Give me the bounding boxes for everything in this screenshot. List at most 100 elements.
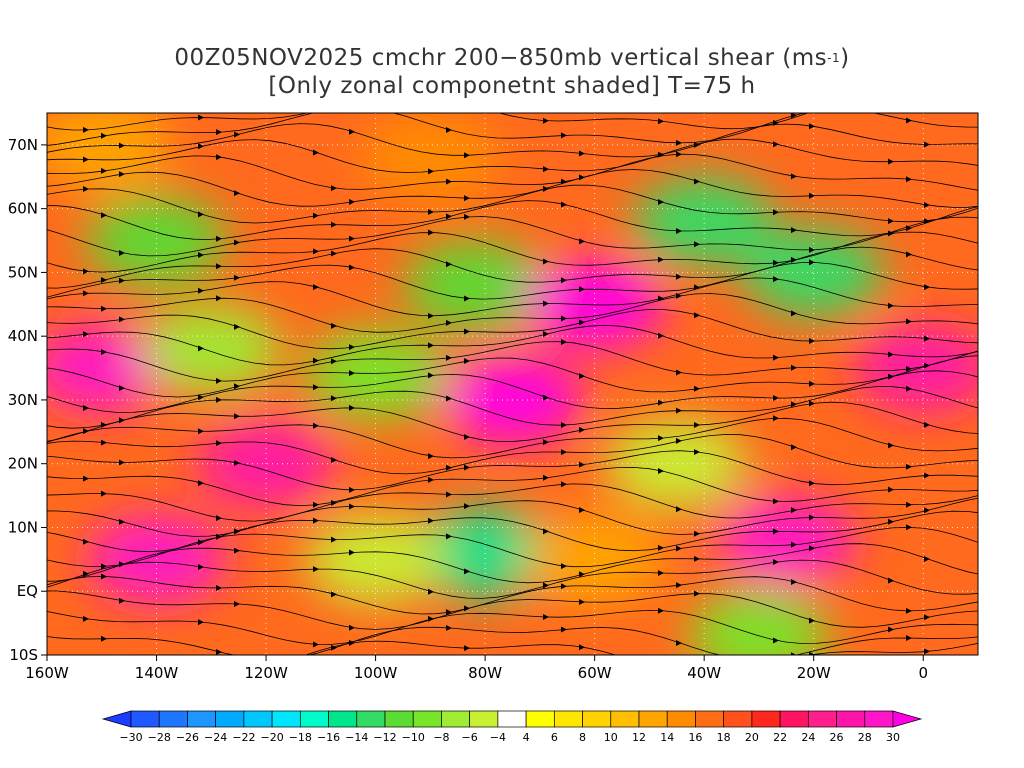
streamline-arrow	[658, 295, 664, 302]
streamline-arrow	[198, 394, 204, 401]
streamline-arrow	[83, 156, 89, 163]
streamline-arrow	[888, 351, 894, 358]
colorbar-label: 14	[660, 731, 674, 744]
streamline-arrow	[676, 640, 682, 647]
streamline-arrow	[561, 277, 567, 284]
streamline-arrow	[906, 501, 912, 508]
streamline-arrow	[101, 439, 107, 446]
streamline-arrow	[101, 167, 107, 174]
streamline-arrow	[101, 490, 107, 497]
colorbar-cell	[243, 710, 273, 728]
streamline-arrow	[676, 139, 682, 146]
streamline-arrow	[924, 141, 930, 148]
streamline-arrow	[579, 319, 585, 326]
colorbar-cell	[441, 710, 471, 728]
colorbar-cell	[356, 710, 386, 728]
streamline-arrow	[198, 143, 204, 150]
streamline-arrow	[83, 290, 89, 297]
streamline-arrow	[349, 503, 355, 510]
colorbar-label: −24	[204, 731, 227, 744]
streamline-arrow	[313, 422, 319, 429]
streamline-arrow	[446, 178, 452, 185]
streamline-arrow	[83, 538, 89, 545]
streamline-arrow	[198, 539, 204, 546]
streamline-arrow	[349, 624, 355, 631]
field-region	[716, 495, 857, 586]
colorbar-cell	[384, 710, 414, 728]
streamline-arrow	[198, 619, 204, 626]
colorbar-label: 24	[801, 731, 815, 744]
streamline-arrow	[579, 507, 585, 514]
streamline	[47, 246, 978, 289]
streamline-arrow	[428, 453, 434, 460]
lon-tick-label: 20W	[797, 664, 831, 682]
streamline-arrow	[543, 474, 549, 481]
streamline-arrow	[561, 563, 567, 570]
streamline-arrow	[464, 433, 470, 440]
colorbar-label: 10	[604, 731, 618, 744]
streamline-arrow	[331, 536, 337, 543]
title-line-1-end: )	[840, 45, 850, 71]
streamline-arrow	[198, 251, 204, 258]
streamline-arrow	[658, 332, 664, 339]
field-region	[524, 259, 665, 350]
streamline-arrow	[809, 480, 815, 487]
streamline-arrow	[676, 582, 682, 589]
streamline-arrow	[561, 422, 567, 429]
streamline-arrow	[331, 644, 337, 651]
colorbar-cell	[215, 710, 245, 728]
streamline-arrow	[349, 198, 355, 205]
streamline-arrow	[924, 218, 930, 225]
lon-tick-label: 160W	[25, 664, 69, 682]
streamline-arrow	[694, 448, 700, 455]
streamline-arrow	[428, 476, 434, 483]
streamline-arrow	[464, 605, 470, 612]
streamline-arrow	[543, 528, 549, 535]
streamline-arrow	[119, 561, 125, 568]
streamline-arrow	[809, 259, 815, 266]
streamline-arrow	[428, 342, 434, 349]
streamline-arrow	[446, 464, 452, 471]
streamline-arrow	[234, 323, 240, 330]
streamline-arrow	[331, 456, 337, 463]
streamline-arrow	[428, 209, 434, 216]
streamline-arrow	[579, 286, 585, 293]
streamline-arrow	[464, 213, 470, 220]
streamline-arrow	[906, 607, 912, 614]
streamline-arrow	[313, 149, 319, 156]
streamline-arrow	[216, 396, 222, 403]
colorbar-cell	[610, 710, 640, 728]
colorbar-label: 8	[579, 731, 586, 744]
streamline	[47, 483, 978, 522]
colorbar-label: 18	[717, 731, 731, 744]
field-region	[743, 227, 884, 318]
streamline-arrow	[773, 498, 779, 505]
colorbar-cell	[723, 710, 753, 728]
lat-tick-label: 30N	[8, 391, 38, 409]
field-region	[305, 514, 446, 605]
streamline-arrow	[658, 570, 664, 577]
streamline-arrow	[216, 154, 222, 161]
plot-area	[47, 92, 978, 655]
streamline-arrow	[676, 151, 682, 158]
streamline-arrow	[888, 158, 894, 165]
streamline-arrow	[119, 597, 125, 604]
streamline-arrow	[579, 174, 585, 181]
streamline-arrow	[119, 171, 125, 178]
colorbar-label: −20	[261, 731, 284, 744]
colorbar-cell	[299, 710, 329, 728]
streamline-arrow	[428, 615, 434, 622]
streamline	[47, 401, 978, 442]
streamline-arrow	[331, 185, 337, 192]
streamline-arrow	[83, 186, 89, 193]
streamline-arrow	[791, 364, 797, 371]
streamline-arrow	[101, 348, 107, 355]
streamline-arrow	[888, 92, 894, 98]
lat-tick-label: 20N	[8, 455, 38, 473]
streamline-arrow	[101, 573, 107, 580]
streamline-arrow	[888, 218, 894, 225]
colorbar-cell	[553, 710, 583, 728]
streamline-arrow	[349, 549, 355, 556]
streamline-arrow	[446, 213, 452, 220]
colorbar-label: 6	[551, 731, 558, 744]
